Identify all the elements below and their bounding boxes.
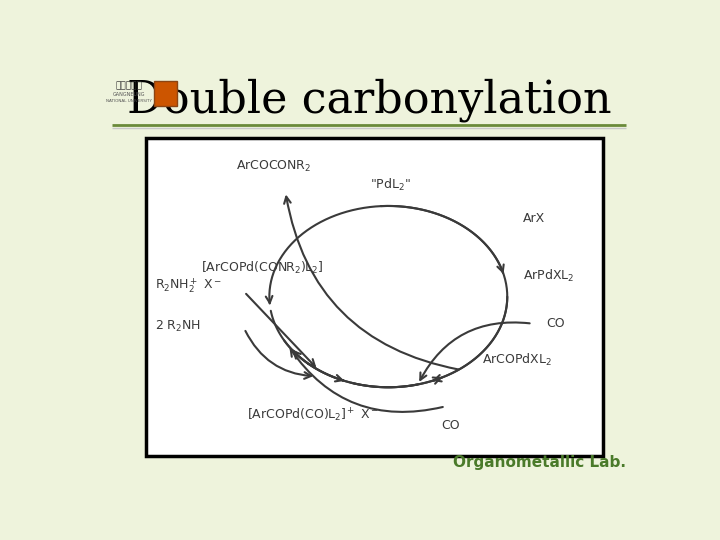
FancyBboxPatch shape <box>145 138 603 456</box>
Text: Double carbonylation: Double carbonylation <box>127 78 611 122</box>
Text: Organometallic Lab.: Organometallic Lab. <box>453 455 626 470</box>
